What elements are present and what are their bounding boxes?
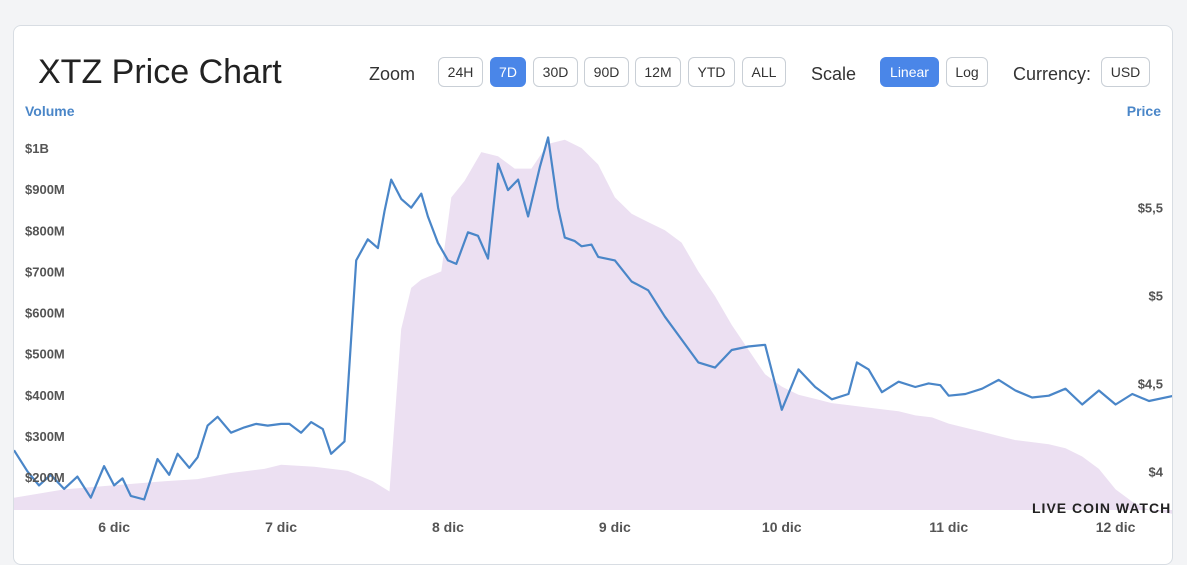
x-tick-label: 10 dic xyxy=(762,519,802,535)
scale-log-button[interactable]: Log xyxy=(946,57,988,87)
page-title: XTZ Price Chart xyxy=(38,53,282,91)
zoom-12m-button[interactable]: 12M xyxy=(635,57,681,87)
currency-label: Currency: xyxy=(1013,64,1092,84)
price-volume-chart: $200M $300M $400M $500M $600M $700M $800M $900M… xyxy=(14,136,1172,535)
scale-label: Scale xyxy=(811,64,857,84)
price-tick-label: $5,5 xyxy=(1138,201,1163,216)
price-tick-label: $4,5 xyxy=(1138,376,1163,391)
price-tick-label: $4 xyxy=(1149,464,1164,479)
x-tick-label: 9 dic xyxy=(599,519,631,535)
x-tick-label: 11 dic xyxy=(929,519,968,535)
volume-tick-label: $900M xyxy=(25,182,65,197)
x-tick-label: 8 dic xyxy=(432,519,464,535)
scale-linear-button[interactable]: Linear xyxy=(880,57,939,87)
x-tick-label: 12 dic xyxy=(1096,519,1136,535)
zoom-7d-button[interactable]: 7D xyxy=(490,57,526,87)
volume-area xyxy=(14,139,1172,514)
currency-select[interactable]: USD xyxy=(1101,57,1150,87)
x-tick-label: 6 dic xyxy=(98,519,130,535)
volume-tick-label: $800M xyxy=(25,223,65,238)
volume-tick-label: $1B xyxy=(25,141,49,156)
volume-tick-label: $300M xyxy=(25,429,65,444)
price-tick-label: $5 xyxy=(1149,289,1163,304)
volume-tick-label: $200M xyxy=(25,470,65,485)
zoom-all-button[interactable]: ALL xyxy=(742,57,786,87)
zoom-ytd-button[interactable]: YTD xyxy=(688,57,735,87)
volume-tick-label: $400M xyxy=(25,388,65,403)
volume-tick-label: $600M xyxy=(25,306,65,321)
zoom-30d-button[interactable]: 30D xyxy=(533,57,578,87)
price-axis-label: Price xyxy=(1126,103,1161,119)
volume-tick-label: $700M xyxy=(25,264,65,279)
zoom-label: Zoom xyxy=(369,64,416,84)
price-chart-card: XTZ Price Chart Zoom 24H 7D 30D 90D 12M … xyxy=(13,25,1173,565)
zoom-24h-button[interactable]: 24H xyxy=(438,57,483,87)
volume-tick-label: $500M xyxy=(25,347,65,362)
zoom-90d-button[interactable]: 90D xyxy=(584,57,629,87)
price-line xyxy=(14,136,1172,501)
live-coin-watch-logo: LIVE COIN WATCH xyxy=(1032,500,1172,516)
x-tick-label: 7 dic xyxy=(265,519,297,535)
volume-axis-label: Volume xyxy=(25,103,75,119)
